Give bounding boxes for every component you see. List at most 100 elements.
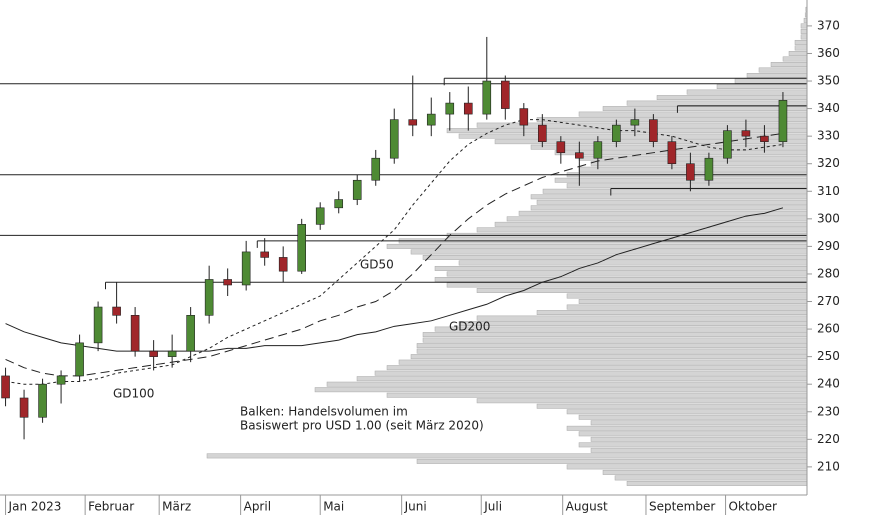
annotation: Balken: Handelsvolumen im [240,405,408,419]
volume-bar [578,431,808,437]
volume-profile [206,6,808,486]
candle-body [315,207,325,225]
candle-body [723,130,732,159]
volume-bar [554,150,808,156]
y-tick-label: 320 [817,156,840,170]
y-tick-label: 340 [817,101,840,115]
volume-bar [458,321,808,327]
x-tick-label: Juni [404,500,427,514]
annotation: GD200 [449,320,490,334]
volume-bar [578,299,808,304]
candle-body [556,141,566,153]
y-tick-label: 300 [817,211,840,225]
volume-bar [314,387,808,393]
volume-bar [590,161,808,167]
volume-bar [590,447,808,453]
candle-body [501,80,510,109]
volume-bar [494,221,808,227]
candle-body [56,375,66,385]
volume-bar [386,243,808,249]
volume-bar [434,277,808,282]
volume-bar [758,67,808,73]
y-tick-label: 330 [817,129,840,143]
candle-body [593,141,603,159]
volume-bar [590,420,808,426]
candle-body [667,141,677,165]
candle-body [538,124,547,142]
candle-body [112,306,121,316]
x-tick-label: April [244,500,271,514]
volume-bar [788,51,808,56]
volume-bar [416,343,808,349]
volume-bar [434,265,808,271]
volume-bar [602,106,808,112]
volume-bar [422,337,808,343]
volume-bar [590,436,808,442]
volume-bar [782,56,808,62]
y-tick-label: 250 [817,349,840,363]
volume-bar [746,73,808,78]
volume-bar [416,458,808,464]
candle-body [686,163,695,181]
volume-bar [530,205,808,211]
volume-bar [476,398,808,404]
candle-body [334,199,344,209]
volume-bar [536,199,808,205]
volume-bar [602,469,808,475]
y-tick-label: 230 [817,404,840,418]
candle-body [19,397,29,418]
candle-body [260,251,269,258]
candle-body [278,257,288,272]
candle-body [704,157,714,181]
volume-bar [476,227,808,233]
volume-bar [566,293,808,299]
volume-bar [386,365,808,371]
candle-body [612,124,621,142]
volume-bar [794,39,808,45]
volume-bar [686,89,808,95]
volume-bar [626,480,808,486]
candle-body [297,224,306,272]
volume-bar [734,78,808,84]
annotation: GD100 [113,387,154,401]
volume-bar [410,354,808,360]
candle-body [482,80,492,115]
volume-bar [326,381,808,387]
volume-bar [656,95,808,101]
candle-body [75,342,84,377]
volume-bar [614,475,808,481]
candle-body [519,108,529,126]
volume-bar [566,183,808,189]
volume-bar [716,84,808,89]
candle-body [426,113,436,126]
volume-bar [566,409,808,415]
y-tick-label: 280 [817,266,840,280]
annotation: GD50 [360,258,394,272]
volume-bar [374,370,808,376]
y-tick-label: 240 [817,377,840,391]
x-tick-label: Juli [483,500,502,514]
volume-bar [536,310,808,315]
volume-bar [410,249,808,255]
candle-body [575,152,584,159]
volume-bar [446,282,808,288]
candle-body [630,119,640,126]
volume-bar [536,403,808,409]
candle-body [93,306,103,344]
volume-bar [446,271,808,277]
candle-body [649,119,658,142]
moving-average [5,132,784,377]
volume-bar [578,414,808,420]
volume-bar [356,376,808,382]
y-tick-label: 270 [817,294,840,308]
volume-bar [434,326,808,332]
y-tick-label: 370 [817,18,840,32]
volume-bar [578,111,808,117]
volume-bar [578,442,808,448]
y-tick-label: 220 [817,432,840,446]
volume-bar [542,188,808,194]
y-tick-label: 350 [817,74,840,88]
candle-body [463,102,473,115]
candle-body [1,375,10,399]
